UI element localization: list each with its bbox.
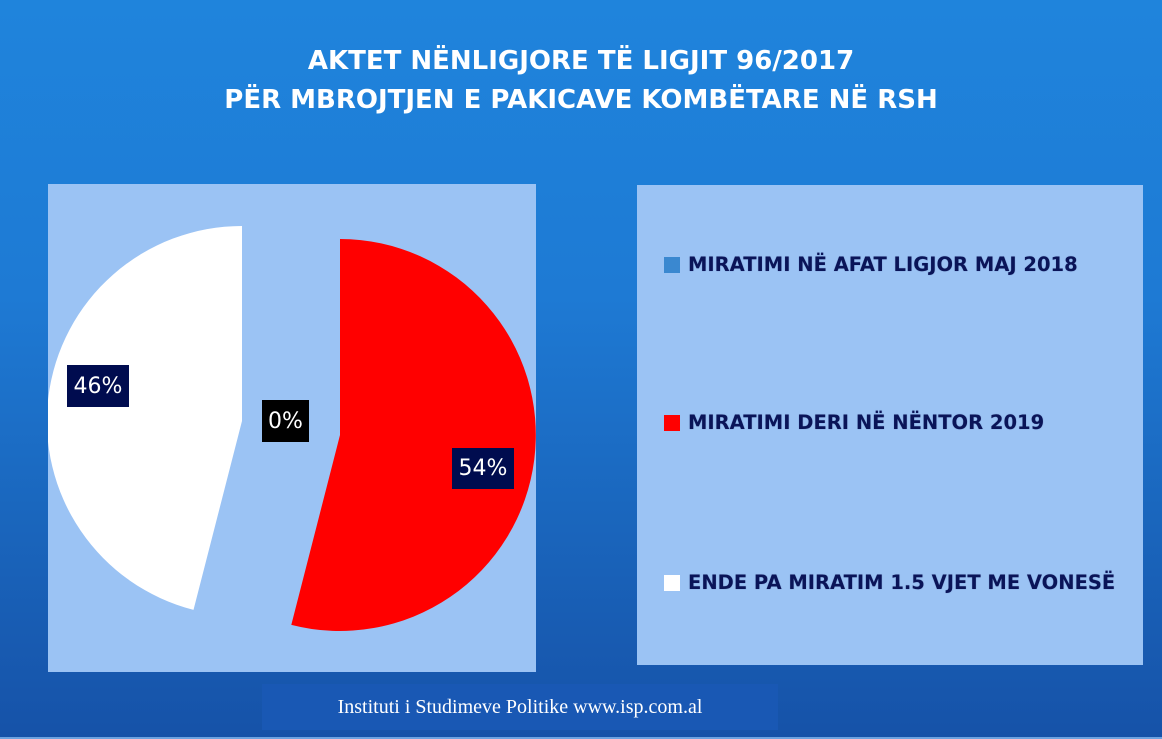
footer-credit: Instituti i Studimeve Politike www.isp.c… <box>262 684 778 730</box>
legend-swatch-blue <box>664 256 680 273</box>
bottom-border <box>0 737 1162 739</box>
pie-chart-panel: 46% 0% 54% <box>48 184 536 672</box>
legend-item-by-november: MIRATIMI DERI NË NËNTOR 2019 <box>664 411 1044 434</box>
legend-swatch-red <box>664 414 680 431</box>
label-54-percent: 54% <box>452 448 514 489</box>
label-46-percent: 46% <box>67 365 129 407</box>
legend-swatch-white <box>664 574 680 591</box>
pie-slice-white <box>48 226 242 610</box>
legend-item-on-time: MIRATIMI NË AFAT LIGJOR MAJ 2018 <box>664 253 1078 276</box>
chart-title-line1: AKTET NËNLIGJORE TË LIGJIT 96/2017 <box>307 46 855 76</box>
chart-title-line2: PËR MBROJTJEN E PAKICAVE KOMBËTARE NË RS… <box>224 85 938 115</box>
legend-label: ENDE PA MIRATIM 1.5 VJET ME VONESË <box>688 571 1116 594</box>
legend-item-not-approved: ENDE PA MIRATIM 1.5 VJET ME VONESË <box>664 571 1115 594</box>
pie-chart <box>48 226 536 631</box>
legend-label: MIRATIMI DERI NË NËNTOR 2019 <box>688 411 1045 434</box>
label-0-percent: 0% <box>262 400 309 442</box>
pie-slice-red <box>291 239 536 631</box>
legend-label: MIRATIMI NË AFAT LIGJOR MAJ 2018 <box>688 253 1078 276</box>
legend-panel: MIRATIMI NË AFAT LIGJOR MAJ 2018 MIRATIM… <box>637 185 1143 665</box>
